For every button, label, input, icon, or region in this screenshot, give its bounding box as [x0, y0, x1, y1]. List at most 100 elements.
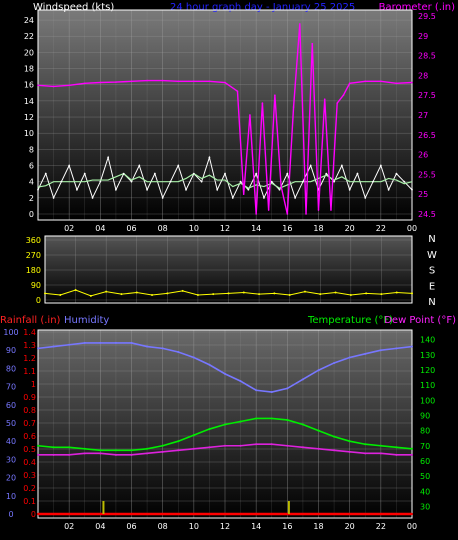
p3-x-tick-label: 12 [220, 522, 230, 531]
p3-rain-tick-label: 1.3 [23, 341, 36, 350]
humidity-point [348, 356, 351, 359]
p3-humidity-tick-label: 10 [6, 492, 16, 501]
windspeed-point [255, 172, 258, 175]
windspeed-point [309, 164, 312, 167]
barometer-point [411, 81, 413, 84]
dew-point-point [270, 443, 273, 446]
barometer-point [68, 84, 70, 87]
humidity-point [52, 345, 55, 348]
barometer-point [161, 79, 164, 82]
compass-label: N [428, 297, 435, 308]
windspeed-point [161, 196, 164, 199]
humidity-label: Humidity [64, 315, 109, 326]
p3-rain-tick-label: 0.6 [23, 432, 36, 441]
p3-temp-tick-label: 80 [420, 427, 430, 436]
p1-x-tick-label: 00 [407, 224, 417, 233]
temperature-point [333, 435, 336, 438]
barometer-point [274, 94, 276, 96]
p3-x-tick-label: 02 [64, 522, 74, 531]
humidity-point [317, 369, 320, 372]
p3-rain-tick-label: 1 [31, 380, 36, 389]
barometer-point [146, 79, 148, 82]
p3-rain-tick-label: 1.1 [23, 367, 36, 376]
p2-y-tick-label: 90 [31, 281, 41, 290]
p1-y-left-tick-label: 14 [24, 97, 34, 106]
humidity-point [286, 387, 289, 390]
temperature-point [411, 447, 413, 450]
humidity-point [224, 372, 226, 375]
p3-x-tick-label: 14 [251, 522, 261, 531]
compass-label: N [428, 234, 435, 245]
p1-y-left-tick-label: 4 [29, 178, 34, 187]
windspeed-point [379, 164, 382, 167]
humidity-point [192, 356, 195, 359]
windspeed-point [169, 180, 172, 183]
p1-y-right-tick-label: 29.5 [418, 12, 436, 21]
p1-x-tick-label: 10 [189, 224, 199, 233]
p2-frame [44, 235, 413, 304]
p3-humidity-tick-label: 30 [6, 455, 16, 464]
windspeed-point [372, 180, 374, 183]
barometer-point [242, 193, 245, 195]
p1-y-right-tick-label: 25 [418, 190, 428, 199]
humidity-point [255, 389, 258, 392]
p1-x-tick-label: 12 [220, 224, 230, 233]
p1-y-left-tick-label: 20 [24, 48, 34, 57]
wind-direction-point [349, 294, 352, 296]
windspeed-point [411, 188, 413, 191]
p2-y-tick-label: 0 [36, 296, 41, 305]
windspeed-point [356, 172, 359, 175]
wind-direction-point [334, 291, 337, 294]
p3-humidity-tick-label: 50 [6, 419, 16, 428]
wind-direction-point [380, 293, 383, 296]
p3-humidity-tick-label: 80 [6, 364, 16, 373]
windspeed-point [208, 156, 211, 159]
p1-y-left-tick-label: 16 [24, 81, 34, 90]
p3-x-tick-label: 16 [282, 522, 292, 531]
barometer-point [317, 209, 320, 211]
barometer-point [286, 213, 289, 215]
wind-direction-point [273, 292, 276, 295]
p3-rain-tick-label: 1.4 [23, 328, 36, 337]
wind-direction-point [365, 292, 368, 295]
windspeed-point [340, 164, 343, 167]
p1-y-right-tick-label: 28.5 [418, 52, 436, 61]
p3-rain-tick-label: 1.2 [23, 354, 36, 363]
windspeed-point [122, 172, 125, 175]
barometer-point [323, 98, 326, 100]
barometer-point [348, 82, 351, 85]
temperature-point [161, 444, 164, 447]
temperature-point [239, 420, 242, 423]
windspeed-point [107, 156, 110, 159]
p2-y-tick-label: 270 [26, 251, 41, 260]
dew-point-point [395, 453, 398, 456]
barometer-point [193, 80, 195, 83]
humidity-point [333, 361, 336, 364]
p3-rain-tick-label: 0.5 [23, 445, 36, 454]
rainfall-point [37, 513, 39, 515]
p3-temp-tick-label: 60 [420, 457, 430, 466]
temperature-point [177, 440, 180, 443]
windspeed-point [99, 180, 102, 183]
barometer-point [249, 114, 251, 116]
wind-direction-point [303, 290, 306, 293]
windspeed-point [177, 164, 180, 167]
barometer-point [99, 81, 102, 84]
windspeed-average-line [37, 172, 413, 189]
humidity-point [301, 378, 304, 381]
rainfall-point [411, 513, 413, 515]
dew-point-point [68, 453, 71, 456]
p1-y-right-tick-label: 24.5 [418, 210, 436, 219]
windspeed-point [239, 180, 242, 183]
dew-point-point [130, 453, 133, 456]
wind-direction-point [319, 293, 322, 296]
rain-bar [287, 501, 290, 514]
barometer-point [380, 80, 382, 83]
p3-rain-tick-label: 0 [31, 510, 36, 519]
humidity-point [177, 351, 180, 354]
humidity-point [37, 347, 39, 350]
p1-y-left-tick-label: 8 [29, 145, 34, 154]
p3-temp-tick-label: 100 [420, 396, 435, 405]
temperature-point [68, 446, 71, 449]
temperature-point [52, 446, 55, 449]
